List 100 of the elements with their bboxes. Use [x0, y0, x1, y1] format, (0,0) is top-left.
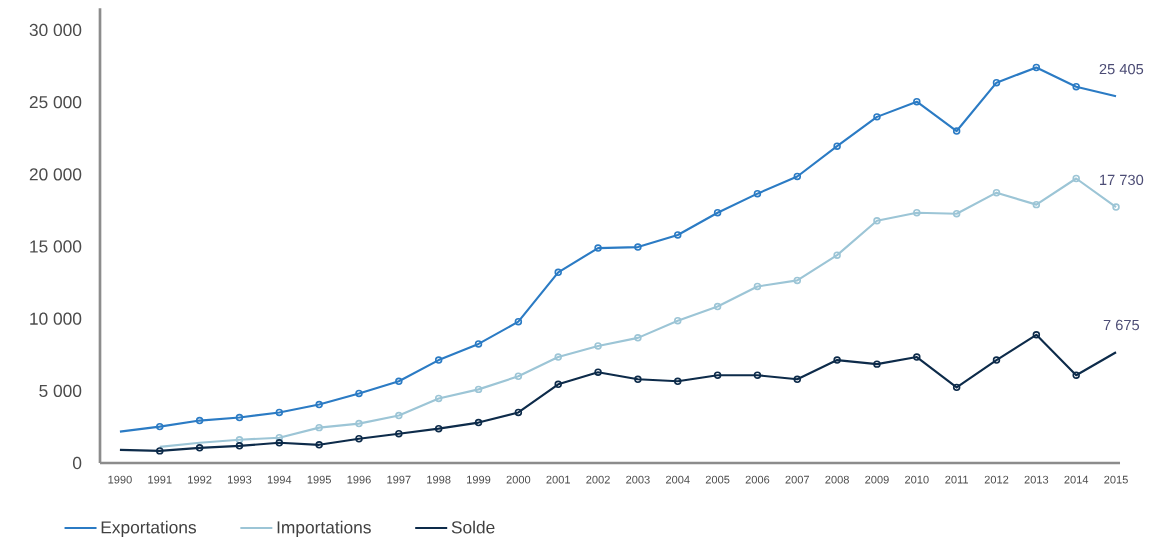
- point: [315, 400, 323, 409]
- point: [474, 385, 483, 394]
- point: [1072, 371, 1080, 379]
- x-tick-label: 1996: [347, 475, 371, 484]
- x-tick-label: 2012: [984, 475, 1009, 484]
- legend-label: Importations: [277, 520, 371, 537]
- point: [713, 208, 722, 217]
- x-tick-label: 1998: [427, 475, 451, 484]
- point: [1072, 82, 1080, 91]
- point: [873, 217, 881, 225]
- y-tick-label: 10 000: [30, 312, 82, 325]
- point: [674, 377, 682, 386]
- x-tick-label: 1991: [148, 475, 172, 484]
- x-tick-label: 2008: [825, 475, 849, 484]
- x-tick-label: 1997: [387, 475, 411, 484]
- legend-label: Exportations: [101, 520, 196, 537]
- point: [514, 372, 523, 380]
- x-tick-label: 2009: [865, 475, 889, 484]
- point: [674, 231, 682, 239]
- x-tick-label: 1995: [307, 475, 331, 484]
- point: [674, 316, 682, 325]
- line-series: [118, 63, 1118, 433]
- point: [275, 408, 284, 417]
- line-series: [118, 331, 1118, 455]
- point: [873, 113, 881, 121]
- point: [634, 375, 642, 384]
- point: [434, 356, 443, 364]
- point: [793, 375, 802, 384]
- point: [992, 78, 1001, 87]
- point: [395, 429, 403, 438]
- point: [355, 419, 363, 428]
- data-label: 7 675: [1103, 319, 1140, 331]
- x-tick-label: 2000: [506, 475, 531, 484]
- x-tick-label: 2007: [785, 475, 810, 484]
- data-label: 25 405: [1099, 63, 1144, 75]
- point: [952, 209, 961, 218]
- point: [992, 356, 1001, 364]
- y-tick-label: 0: [72, 456, 82, 470]
- point: [952, 383, 961, 392]
- point: [753, 282, 762, 291]
- x-tick-label: 2002: [586, 475, 610, 484]
- point: [833, 356, 841, 364]
- point: [514, 408, 523, 417]
- point: [395, 377, 403, 386]
- x-tick-label: 2013: [1024, 475, 1049, 484]
- x-tick-label: 1990: [108, 475, 132, 484]
- x-tick-label: 1999: [467, 475, 491, 484]
- x-tick-label: 2011: [945, 475, 968, 484]
- point: [474, 340, 483, 348]
- point: [355, 435, 363, 443]
- x-tick-label: 2003: [626, 475, 650, 484]
- point: [1032, 331, 1041, 339]
- point: [793, 276, 802, 285]
- point: [753, 371, 762, 379]
- point: [753, 189, 762, 198]
- x-tick-label: 2001: [546, 475, 570, 484]
- x-tick-label: 2005: [705, 475, 730, 484]
- point: [873, 360, 881, 368]
- point: [156, 422, 164, 431]
- x-tick-label: 2006: [745, 475, 770, 484]
- x-tick-label: 2004: [666, 475, 690, 484]
- point: [913, 97, 921, 106]
- point: [275, 434, 284, 442]
- point: [195, 444, 204, 452]
- point: [235, 442, 244, 450]
- point: [275, 439, 284, 447]
- y-tick-label: 25 000: [29, 96, 82, 109]
- point: [315, 423, 323, 432]
- point: [474, 418, 483, 427]
- point: [554, 268, 562, 277]
- data-label: 17 730: [1100, 174, 1144, 186]
- point: [713, 371, 722, 379]
- point: [913, 208, 921, 217]
- point: [395, 411, 403, 420]
- y-tick-label: 20 000: [29, 168, 82, 181]
- point: [594, 342, 602, 350]
- point: [833, 251, 841, 259]
- point: [793, 172, 802, 181]
- point: [594, 368, 602, 376]
- x-tick-label: 1992: [188, 475, 212, 484]
- point: [156, 447, 164, 455]
- point: [554, 353, 562, 361]
- x-tick-label: 2015: [1104, 475, 1128, 484]
- point: [235, 436, 244, 444]
- point: [1032, 200, 1041, 209]
- point: [235, 413, 244, 422]
- legend-label: Solde: [451, 520, 495, 534]
- y-tick-label: 15 000: [30, 240, 82, 253]
- x-tick-label: 1994: [267, 475, 292, 484]
- point: [1072, 174, 1080, 183]
- point: [913, 353, 921, 361]
- y-tick-label: 5 000: [39, 384, 82, 397]
- point: [952, 127, 961, 135]
- point: [634, 334, 642, 342]
- point: [434, 394, 443, 403]
- point: [833, 142, 841, 150]
- point: [992, 188, 1001, 197]
- point: [315, 441, 323, 449]
- point: [713, 302, 722, 311]
- y-tick-label: 30 000: [29, 23, 82, 37]
